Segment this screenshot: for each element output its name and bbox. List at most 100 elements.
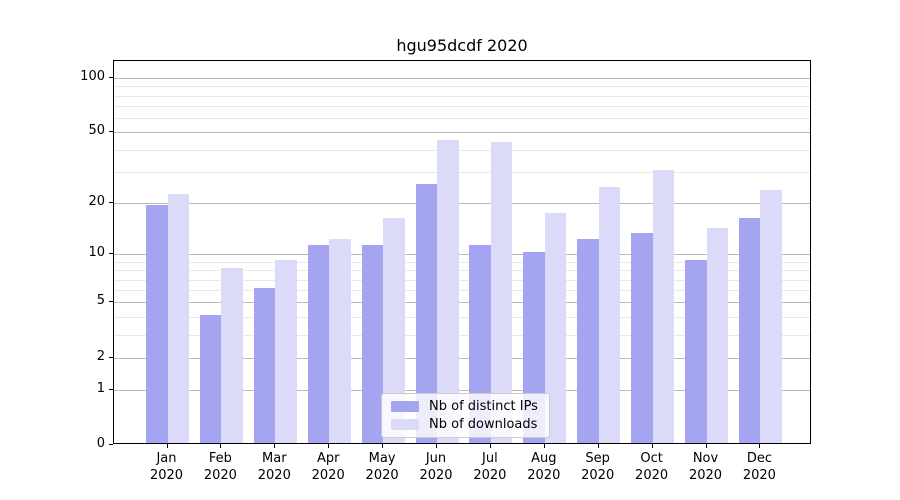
x-tick-year-may: 2020 [365, 468, 399, 483]
x-tick-year-jul: 2020 [473, 468, 507, 483]
bar-distinct-ips-jun [415, 183, 437, 443]
x-tick-mark-jun [436, 444, 437, 448]
x-tick-year-mar: 2020 [257, 468, 291, 483]
x-tick-mark-dec [759, 444, 761, 448]
gridline-minor-4 [114, 317, 810, 318]
x-tick-month-jan: Jan [156, 451, 177, 466]
x-tick-label-jun: Jun 2020 [408, 450, 464, 484]
chart-title: hgu95dcdf 2020 [396, 36, 528, 55]
gridline-major-1 [114, 389, 810, 391]
x-tick-month-feb: Feb [208, 451, 232, 466]
y-tick-label-10: 10 [88, 245, 105, 261]
x-tick-year-sep: 2020 [581, 468, 615, 483]
plot-area: Nb of distinct IPs Nb of downloads [113, 60, 811, 444]
x-tick-mark-feb [220, 444, 222, 448]
gridline-major-100 [114, 77, 810, 79]
legend-row-downloads: Nb of downloads [391, 417, 538, 432]
x-tick-label-mar: Mar 2020 [246, 450, 302, 484]
x-tick-label-may: May 2020 [354, 450, 410, 484]
y-tick-mark-5 [109, 301, 113, 303]
x-tick-label-sep: Sep 2020 [570, 450, 626, 484]
gridline-minor-40 [114, 149, 810, 151]
x-tick-month-nov: Nov [692, 451, 719, 466]
y-tick-label-5: 5 [96, 293, 105, 309]
bar-downloads-jun [437, 140, 459, 443]
y-tick-mark-20 [109, 201, 113, 203]
y-tick-mark-100 [109, 76, 113, 78]
gridline-major-10 [114, 254, 810, 256]
gridline-minor-60 [114, 118, 810, 120]
x-tick-mark-oct [651, 444, 653, 448]
x-tick-month-mar: Mar [262, 451, 287, 466]
gridline-major-20 [114, 202, 810, 204]
y-tick-mark-10 [109, 253, 113, 255]
x-tick-label-jan: Jan 2020 [139, 450, 195, 484]
x-tick-mark-apr [328, 444, 330, 448]
gridline-major-5 [114, 302, 810, 304]
gridline-minor-9 [114, 261, 810, 263]
y-tick-mark-50 [109, 131, 113, 133]
y-tick-label-100: 100 [80, 68, 105, 84]
gridline-minor-90 [114, 86, 810, 88]
bar-downloads-apr [329, 239, 351, 443]
x-tick-label-nov: Nov 2020 [678, 450, 734, 484]
bar-downloads-sep [598, 187, 621, 443]
gridline-minor-7 [114, 279, 810, 281]
x-tick-month-oct: Oct [640, 451, 663, 466]
legend: Nb of distinct IPs Nb of downloads [381, 393, 550, 438]
bar-downloads-nov [706, 227, 728, 443]
bar-downloads-may [383, 217, 405, 443]
y-tick-label-1: 1 [96, 380, 105, 396]
x-tick-label-oct: Oct 2020 [624, 450, 680, 484]
bar-distinct-ips-apr [307, 245, 330, 443]
x-tick-month-apr: Apr [316, 451, 340, 466]
y-tick-label-0: 0 [96, 436, 105, 451]
x-tick-mark-aug [543, 444, 545, 448]
x-tick-label-apr: Apr 2020 [300, 450, 356, 484]
bar-distinct-ips-sep [577, 239, 599, 443]
x-tick-month-jun: Jun [425, 451, 447, 466]
x-tick-label-feb: Feb 2020 [192, 450, 248, 484]
x-tick-label-aug: Aug 2020 [516, 450, 572, 484]
x-tick-label-dec: Dec 2020 [731, 450, 787, 484]
x-tick-year-dec: 2020 [742, 468, 776, 483]
x-tick-year-aug: 2020 [527, 468, 561, 483]
x-tick-year-feb: 2020 [203, 468, 237, 483]
bar-distinct-ips-jan [146, 204, 168, 443]
bar-distinct-ips-may [361, 245, 384, 443]
x-tick-month-aug: Aug [531, 451, 557, 466]
gridline-minor-3 [114, 334, 810, 336]
x-tick-year-jan: 2020 [149, 468, 184, 483]
bar-downloads-oct [652, 169, 675, 443]
x-tick-month-jul: Jul [482, 451, 498, 466]
gridline-minor-8 [114, 270, 810, 272]
gridline-major-50 [114, 132, 810, 134]
gridline-minor-6 [114, 290, 810, 292]
bar-downloads-dec [760, 190, 782, 443]
x-tick-month-may: May [368, 451, 396, 466]
legend-swatch-distinct-ips [391, 401, 419, 412]
x-tick-year-nov: 2020 [688, 468, 723, 483]
x-tick-year-oct: 2020 [635, 468, 669, 483]
x-tick-year-apr: 2020 [311, 468, 345, 483]
gridline-minor-80 [114, 95, 810, 97]
legend-label-distinct-ips: Nb of distinct IPs [429, 399, 538, 414]
legend-row-distinct-ips: Nb of distinct IPs [391, 399, 538, 414]
x-tick-label-jul: Jul 2020 [462, 450, 518, 484]
bar-downloads-mar [275, 259, 297, 443]
bar-downloads-aug [544, 213, 567, 443]
bar-distinct-ips-mar [253, 288, 276, 443]
y-tick-label-50: 50 [88, 123, 105, 139]
x-tick-mark-nov [705, 444, 707, 448]
bar-distinct-ips-feb [199, 315, 222, 443]
x-tick-year-jun: 2020 [419, 468, 453, 483]
bar-distinct-ips-oct [631, 233, 653, 443]
y-tick-label-20: 20 [88, 193, 105, 209]
x-tick-month-dec: Dec [746, 451, 772, 466]
x-tick-mark-mar [274, 444, 276, 448]
x-tick-mark-sep [597, 444, 599, 448]
gridline-minor-70 [114, 105, 810, 107]
y-tick-mark-0 [109, 444, 113, 445]
x-tick-mark-jan [166, 444, 168, 448]
